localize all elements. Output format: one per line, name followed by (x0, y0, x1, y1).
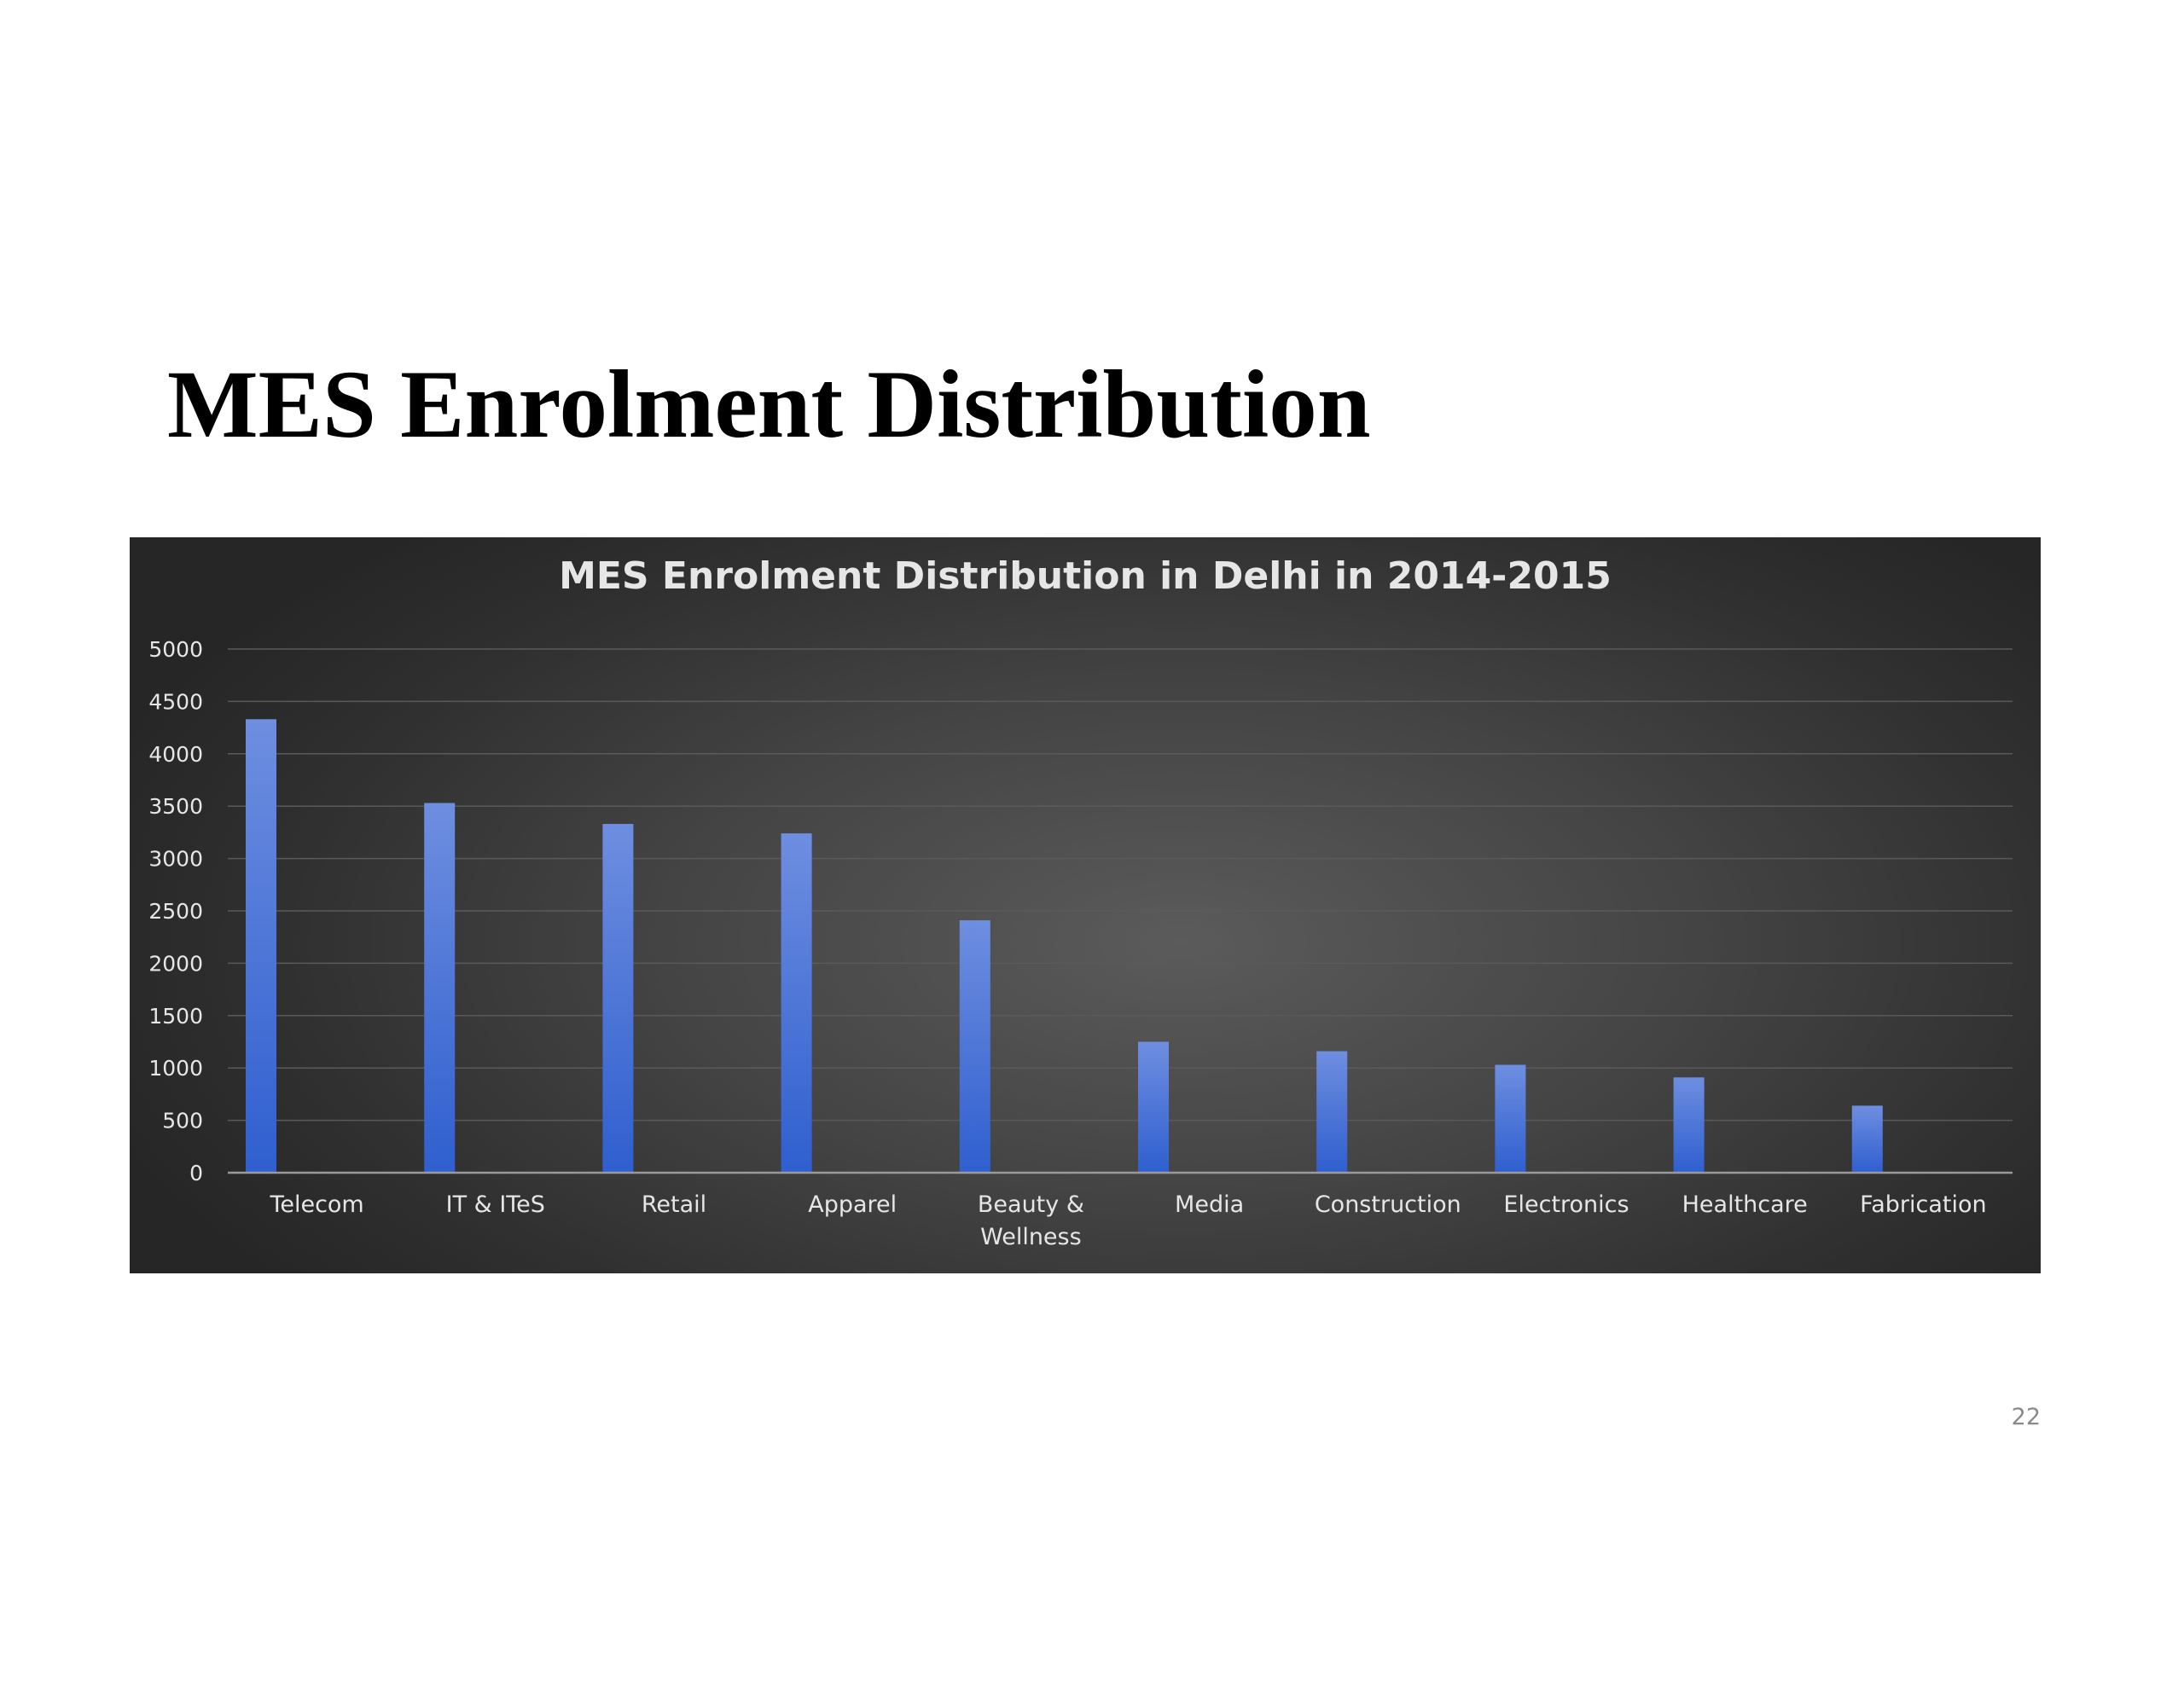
slide-title: MES Enrolment Distribution (167, 351, 1371, 458)
gridlines (228, 648, 2013, 1122)
y-tick-label: 4000 (148, 742, 203, 767)
y-tick-label: 1000 (148, 1056, 203, 1081)
chart-title: MES Enrolment Distribution in Delhi in 2… (559, 554, 1612, 598)
y-tick-label: 5000 (148, 637, 203, 662)
x-tick-label: IT & ITeS (446, 1191, 545, 1218)
bar (1673, 1077, 1705, 1173)
y-tick-label: 0 (189, 1161, 203, 1186)
y-tick-label: 4500 (148, 689, 203, 714)
x-tick-label: Healthcare (1682, 1191, 1808, 1218)
y-tick-label: 500 (162, 1109, 203, 1133)
x-tick-label: Fabrication (1860, 1191, 1986, 1218)
x-axis-category-labels: Telecom IT & ITeS Retail Apparel Beauty & Wel… (269, 1191, 1986, 1250)
x-tick-label: Telecom (269, 1191, 363, 1218)
x-tick-label: Retail (642, 1191, 706, 1218)
bar (781, 833, 812, 1173)
y-tick-label: 3000 (148, 847, 203, 872)
bar (1316, 1051, 1348, 1173)
bar (602, 824, 634, 1173)
bar (1851, 1105, 1883, 1173)
y-tick-label: 2500 (148, 899, 203, 924)
page-number: 22 (2011, 1404, 2041, 1430)
bar-chart: MES Enrolment Distribution in Delhi in 2… (130, 537, 2041, 1273)
x-tick-label: Beauty & (978, 1191, 1084, 1218)
x-tick-label: Media (1175, 1191, 1244, 1218)
chart-canvas: MES Enrolment Distribution in Delhi in 2… (148, 554, 2013, 1250)
y-tick-label: 2000 (148, 951, 203, 976)
y-tick-label: 3500 (148, 794, 203, 819)
x-tick-label: Electronics (1503, 1191, 1629, 1218)
bar (959, 920, 990, 1173)
y-tick-label: 1500 (148, 1004, 203, 1029)
x-tick-label: Apparel (808, 1191, 897, 1218)
bars (246, 719, 1883, 1173)
bar (246, 719, 276, 1173)
x-tick-label: Construction (1315, 1191, 1461, 1218)
bar (1495, 1064, 1526, 1173)
x-tick-label: Wellness (980, 1224, 1082, 1250)
y-axis-tick-labels: 0 500 1000 1500 2000 2500 3000 3500 4000 4500 5000 (148, 637, 203, 1186)
bar (424, 803, 456, 1173)
bar (1138, 1041, 1169, 1173)
